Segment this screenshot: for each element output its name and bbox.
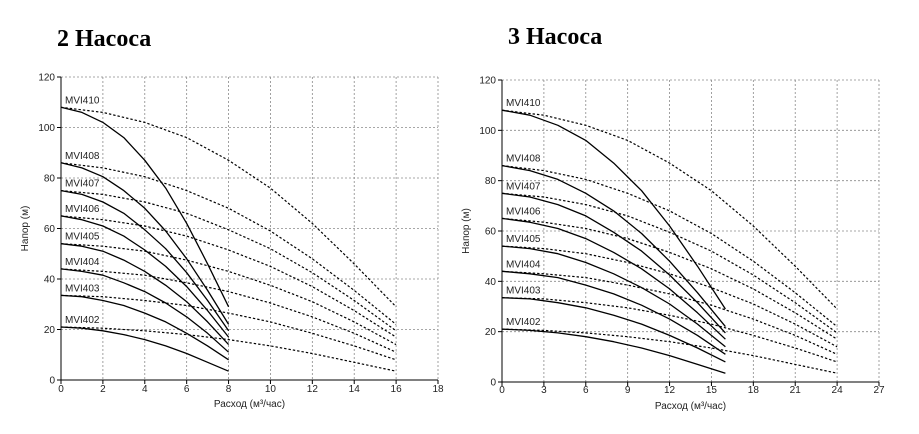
x-tick-label: 10 [265, 384, 277, 395]
series-mvi405-dashed-line [60, 243, 397, 346]
x-tick-label: 18 [432, 384, 444, 395]
series-mvi406-solid-line [60, 215, 230, 338]
grid [61, 76, 439, 380]
y-tick-label: 20 [44, 325, 56, 336]
series-mvi402-solid-line [60, 326, 229, 372]
series-mvi402-dashed-line [60, 326, 397, 372]
series-mvi408-dashed-line [60, 162, 397, 325]
series-mvi410-solid-line [60, 106, 230, 308]
x-tick-label: 14 [349, 384, 361, 395]
series-label-mvi405: MVI405 [65, 232, 100, 243]
y-axis-title: Напор (м) [20, 206, 31, 252]
series-mvi403-dashed-line [60, 294, 397, 361]
x-tick-label: 2 [100, 384, 106, 395]
series-mvi406-dashed-line [60, 215, 397, 338]
y-tick-label: 80 [44, 174, 56, 185]
series-mvi404-solid-line [60, 268, 230, 353]
series-mvi404-dashed-line [60, 268, 397, 353]
chart-title-3-pumps: 3 Насоса [508, 24, 603, 50]
x-axis-title: Расход (м³/час) [214, 399, 285, 410]
series-mvi405-solid-line [60, 243, 230, 346]
series-mvi410-dashed-line [60, 106, 397, 308]
x-tick-label: 4 [142, 384, 148, 395]
series-mvi403-solid-line [60, 294, 229, 361]
series-label-mvi402: MVI402 [65, 315, 100, 326]
x-tick-label: 0 [58, 384, 64, 395]
y-tick-label: 60 [44, 224, 56, 235]
series-label-mvi410: MVI410 [65, 95, 100, 106]
series-label-mvi404: MVI404 [65, 257, 100, 268]
series-mvi407-dashed-line [60, 190, 397, 332]
y-tick-label: 0 [49, 376, 55, 387]
x-tick-label: 8 [226, 384, 232, 395]
x-tick-label: 12 [307, 384, 319, 395]
series-mvi408-solid-line [60, 162, 230, 325]
y-tick-label: 100 [38, 123, 55, 134]
series-label-mvi407: MVI407 [65, 179, 100, 190]
chart-title-2-pumps: 2 Насоса [57, 26, 152, 52]
x-tick-label: 6 [184, 384, 190, 395]
y-tick-label: 40 [44, 275, 56, 286]
x-tick-label: 16 [391, 384, 403, 395]
series-label-mvi408: MVI408 [65, 151, 100, 162]
series-mvi407-solid-line [60, 189, 230, 332]
series-label-mvi403: MVI403 [65, 283, 100, 294]
series-label-mvi406: MVI406 [65, 204, 100, 215]
y-tick-label: 120 [38, 73, 55, 84]
